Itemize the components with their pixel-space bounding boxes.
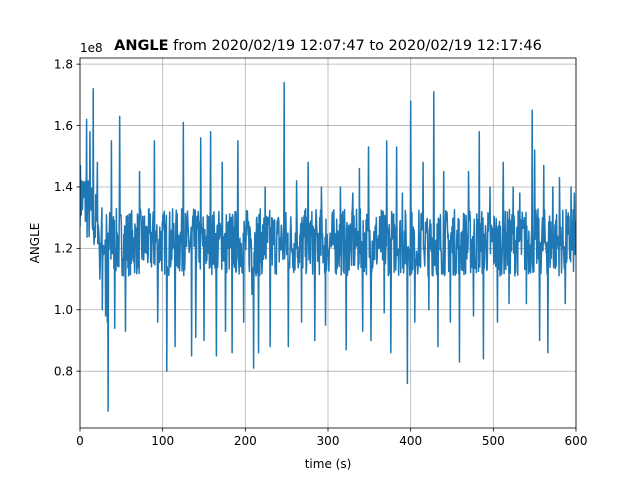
y-tick-label: 1.0 — [54, 303, 73, 317]
chart-title: ANGLE from 2020/02/19 12:07:47 to 2020/0… — [114, 38, 542, 54]
x-tick-label: 300 — [317, 434, 340, 448]
x-tick-label: 600 — [565, 434, 588, 448]
y-axis-label: ANGLE — [28, 223, 42, 264]
x-tick-label: 0 — [76, 434, 84, 448]
x-tick-label: 400 — [399, 434, 422, 448]
y-tick-label: 1.6 — [54, 119, 73, 133]
x-axis-label: time (s) — [305, 457, 352, 471]
y-offset-text: 1e8 — [80, 41, 103, 55]
y-tick-label: 1.8 — [54, 57, 73, 71]
series-layer — [80, 81, 576, 412]
chart-title-rest: from 2020/02/19 12:07:47 to 2020/02/19 1… — [169, 38, 542, 54]
series-line — [80, 81, 576, 412]
y-tick-label: 0.8 — [54, 364, 73, 378]
y-tick-label: 1.2 — [54, 242, 73, 256]
x-tick-label: 200 — [234, 434, 257, 448]
x-axis-ticks: 0 100 200 300 400 500 600 — [76, 428, 587, 448]
x-tick-label: 100 — [151, 434, 174, 448]
y-axis-ticks: 0.8 1.0 1.2 1.4 1.6 1.8 — [54, 57, 80, 378]
chart-title-bold: ANGLE — [114, 38, 168, 54]
y-tick-label: 1.4 — [54, 180, 73, 194]
x-tick-label: 500 — [482, 434, 505, 448]
